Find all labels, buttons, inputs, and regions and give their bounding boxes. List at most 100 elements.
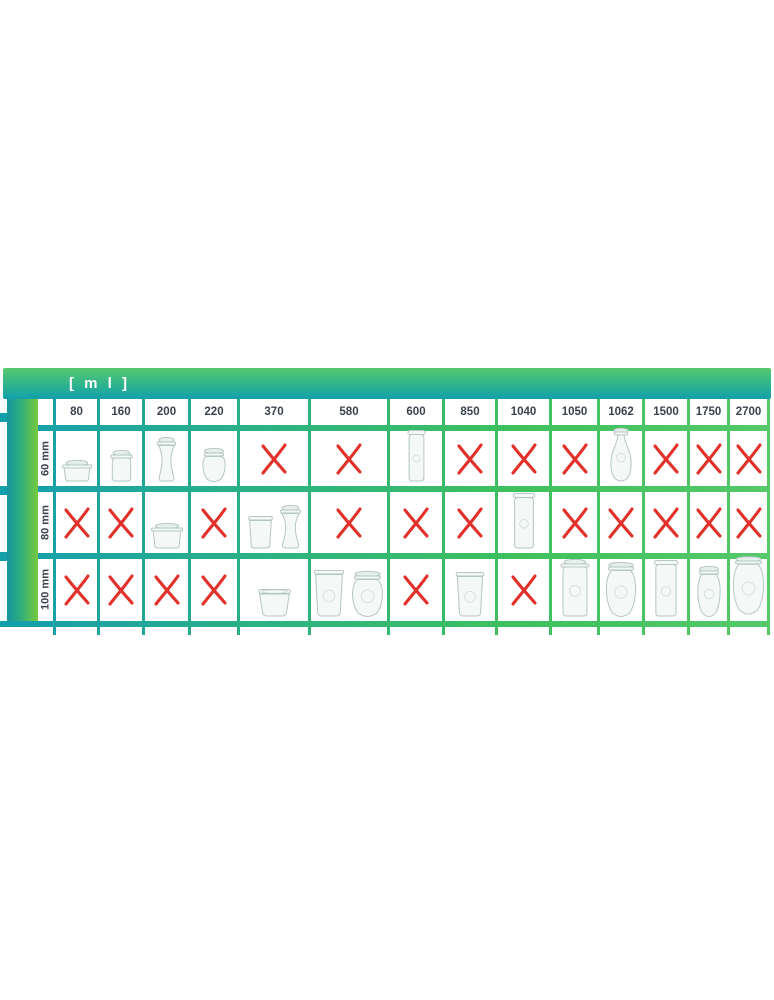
table-cell-unavailable <box>191 492 237 553</box>
jar-icon <box>605 561 637 618</box>
x-mark-icon <box>403 506 429 539</box>
table-cell-unavailable <box>100 559 142 621</box>
x-mark-icon <box>201 506 227 539</box>
table-cell-available <box>552 558 597 621</box>
gradient-side-bar <box>7 399 38 621</box>
x-mark-icon <box>336 506 362 539</box>
table-cell-available <box>730 556 767 621</box>
grid-stub-cell <box>240 627 308 635</box>
jar-icon <box>352 570 383 618</box>
x-mark-icon <box>108 506 134 539</box>
x-mark-icon <box>108 574 134 606</box>
column-header: 1500 <box>645 399 687 425</box>
unit-label: [ m l ] <box>69 375 130 392</box>
x-mark-icon <box>561 442 588 475</box>
table-cell-unavailable <box>311 431 387 486</box>
grid-stub-cell <box>600 627 642 635</box>
grid-stub-cell <box>730 627 767 635</box>
column-header: 1062 <box>600 399 642 425</box>
row-marker-notch <box>0 552 8 561</box>
table-cell-unavailable <box>498 431 549 486</box>
column-header: 580 <box>311 399 387 425</box>
jar-icon <box>61 459 92 482</box>
table-cell-unavailable <box>645 492 687 553</box>
x-mark-icon <box>608 506 634 539</box>
table-cell-available <box>311 559 387 621</box>
jar-icon <box>313 570 345 617</box>
x-mark-icon <box>63 506 90 539</box>
table-cell-available <box>191 431 237 486</box>
table-cell-unavailable <box>145 559 188 621</box>
x-mark-icon <box>510 442 537 475</box>
column-header: 850 <box>445 399 495 425</box>
column-header: 1040 <box>498 399 549 425</box>
column-header: 370 <box>240 399 308 425</box>
jar-icon <box>512 493 535 549</box>
column-header: 1050 <box>552 399 597 425</box>
jar-icon <box>109 449 133 482</box>
jar-icon <box>202 447 226 483</box>
table-bottom-line <box>0 621 41 627</box>
column-header: 200 <box>145 399 188 425</box>
grid-stub-cell <box>38 627 53 635</box>
row-marker-notch <box>0 486 8 495</box>
table-cell-available <box>240 492 308 553</box>
grid-stub-cell <box>645 627 687 635</box>
grid-stub-cell <box>191 627 237 635</box>
table-cell-unavailable <box>191 559 237 621</box>
column-header: 80 <box>56 399 97 425</box>
grid-stub-cell <box>56 627 97 635</box>
x-mark-icon <box>695 442 722 475</box>
grid-stub-cell <box>311 627 387 635</box>
x-mark-icon <box>457 506 483 539</box>
table-cell-unavailable <box>690 431 727 486</box>
table-cell-unavailable <box>552 431 597 486</box>
x-mark-icon <box>261 442 287 475</box>
x-mark-icon <box>695 506 722 539</box>
corner-cell <box>38 399 53 425</box>
jar-icon <box>257 589 291 617</box>
table-cell-unavailable <box>498 559 549 621</box>
table-cell-available <box>600 559 642 621</box>
table-cell-unavailable <box>56 559 97 621</box>
jar-icon <box>610 427 632 482</box>
column-header: 220 <box>191 399 237 425</box>
table-cell-unavailable <box>445 492 495 553</box>
table-cell-unavailable <box>730 492 767 553</box>
jar-icon <box>696 565 721 618</box>
column-header: 160 <box>100 399 142 425</box>
grid-stub-cell <box>445 627 495 635</box>
grid-stub-cell <box>498 627 549 635</box>
table-cell-available <box>100 431 142 486</box>
grid-stub-cell <box>390 627 442 635</box>
column-header: 600 <box>390 399 442 425</box>
grid-stub-cell <box>100 627 142 635</box>
table-cell-unavailable <box>240 431 308 486</box>
jar-icon <box>150 522 183 549</box>
jar-icon <box>406 430 426 482</box>
x-mark-icon <box>653 442 679 475</box>
jar-icon <box>733 556 764 615</box>
x-mark-icon <box>63 574 90 606</box>
x-mark-icon <box>201 574 227 606</box>
jar-icon <box>560 558 589 617</box>
column-header: 2700 <box>730 399 767 425</box>
table-cell-unavailable <box>552 492 597 553</box>
table-cell-unavailable <box>690 492 727 553</box>
table-cell-unavailable <box>600 492 642 553</box>
table-cell-available <box>56 431 97 486</box>
size-grid: 80 160 200 220 370 580 600 850 1040 1050 1062 1500 1… <box>38 399 770 635</box>
row-header: 60 mm <box>38 431 53 486</box>
table-cell-available <box>145 431 188 486</box>
table-cell-available <box>390 430 442 486</box>
table-cell-available <box>498 492 549 553</box>
grid-stub-cell <box>552 627 597 635</box>
table-cell-unavailable <box>445 431 495 486</box>
table-cell-unavailable <box>311 492 387 553</box>
x-mark-icon <box>735 442 762 475</box>
jar-icon <box>247 516 273 549</box>
grid-stub-cell <box>145 627 188 635</box>
jar-icon <box>279 504 301 549</box>
table-cell-available <box>645 559 687 621</box>
x-mark-icon <box>153 574 180 606</box>
